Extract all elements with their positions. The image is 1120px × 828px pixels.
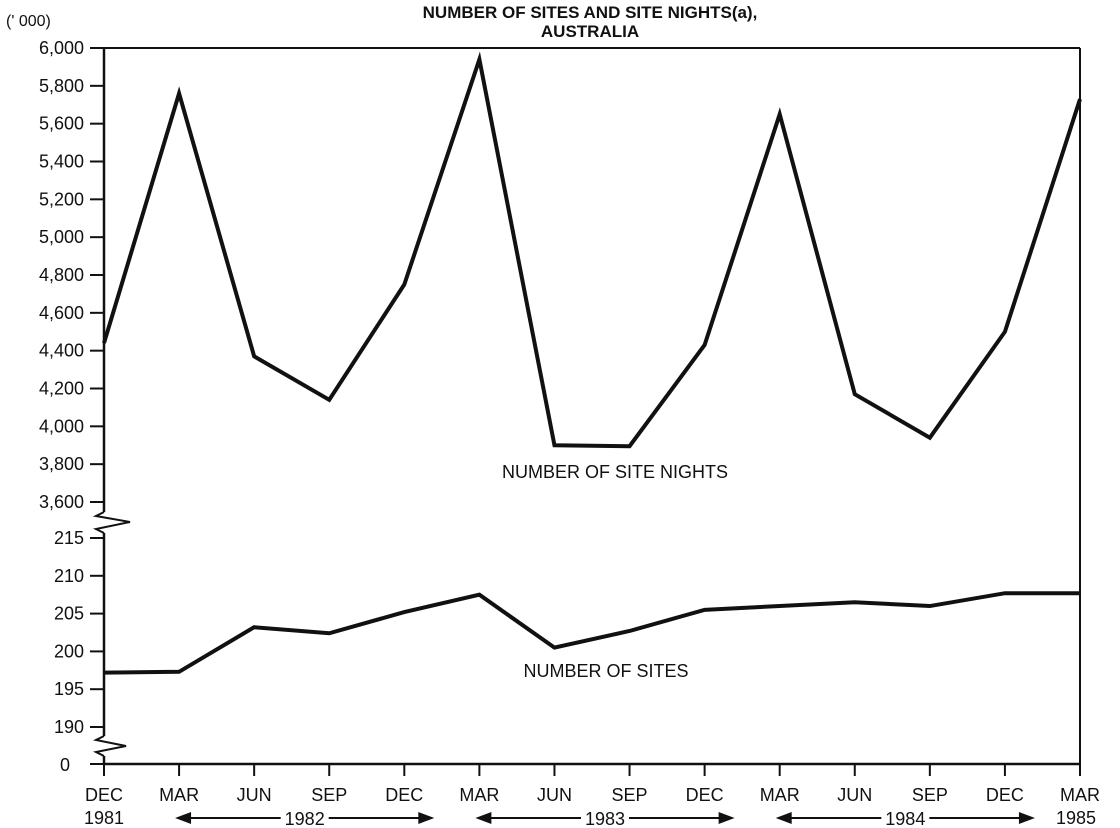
upper-tick-label: 5,200 [39,189,84,209]
year-arrow-head-right [1018,812,1035,824]
upper-tick-label: 3,600 [39,492,84,512]
year-arrow-head-left [175,812,192,824]
lower-tick-label: 215 [54,528,84,548]
series-label-site-nights: NUMBER OF SITE NIGHTS [502,462,728,482]
axis-break-upper [92,511,131,534]
x-tick-label: MAR [159,785,199,805]
x-tick-label: DEC [686,785,724,805]
lower-axis-ticks: 190 195 200 205 210 215 0 [54,528,104,775]
year-span-label: 1983 [585,809,625,828]
x-tick-label: DEC [385,785,423,805]
chart-title: NUMBER OF SITES AND SITE NIGHTS(a), [423,3,758,22]
x-tick-label: MAR [459,785,499,805]
upper-axis-ticks: 3,600 3,800 4,000 4,200 4,400 4,600 4,800 5,000… [39,38,104,512]
upper-tick-label: 5,800 [39,76,84,96]
x-tick-label: JUN [837,785,872,805]
year-arrow-head-left [475,812,492,824]
x-tick-label: MAR [1060,785,1100,805]
upper-tick-label: 4,000 [39,416,84,436]
upper-tick-label: 5,600 [39,114,84,134]
axis-break-lower [92,735,127,757]
year-arrow-head-right [718,812,735,824]
x-tick-label: SEP [311,785,347,805]
lower-tick-label: 205 [54,604,84,624]
upper-tick-label: 5,400 [39,152,84,172]
upper-tick-label: 4,800 [39,265,84,285]
year-span-label: 1984 [885,809,925,828]
unit-label: (' 000) [6,13,51,30]
upper-tick-label: 4,600 [39,303,84,323]
upper-tick-label: 4,200 [39,379,84,399]
upper-tick-label: 3,800 [39,454,84,474]
year-arrow-head-left [775,812,792,824]
x-tick-label: JUN [237,785,272,805]
series-line-sites [103,591,1080,675]
series-label-sites: NUMBER OF SITES [523,661,688,681]
lower-tick-label: 195 [54,679,84,699]
year-span-label: 1982 [285,809,325,828]
year-label-first: 1981 [84,808,124,828]
x-tick-label: MAR [760,785,800,805]
x-tick-label: JUN [537,785,572,805]
year-arrow-head-right [418,812,435,824]
zero-tick-label: 0 [60,755,70,775]
upper-tick-label: 4,400 [39,341,84,361]
lower-tick-label: 200 [54,641,84,661]
lower-tick-label: 210 [54,566,84,586]
upper-tick-label: 5,000 [39,227,84,247]
year-label-last: 1985 [1056,808,1096,828]
x-tick-label: DEC [986,785,1024,805]
year-arrows: 1981 1985 1982 1983 1984 [84,808,1096,828]
x-tick-label: SEP [612,785,648,805]
x-axis-ticks: DEC MAR JUN SEP DEC MAR JUN SEP DEC MAR JUN SEP DEC M… [85,764,1100,805]
series-line-site-nights [102,51,1082,449]
lower-tick-label: 190 [54,717,84,737]
chart-subtitle: AUSTRALIA [541,22,639,41]
x-tick-label: SEP [912,785,948,805]
x-tick-label: DEC [85,785,123,805]
upper-tick-label: 6,000 [39,38,84,58]
